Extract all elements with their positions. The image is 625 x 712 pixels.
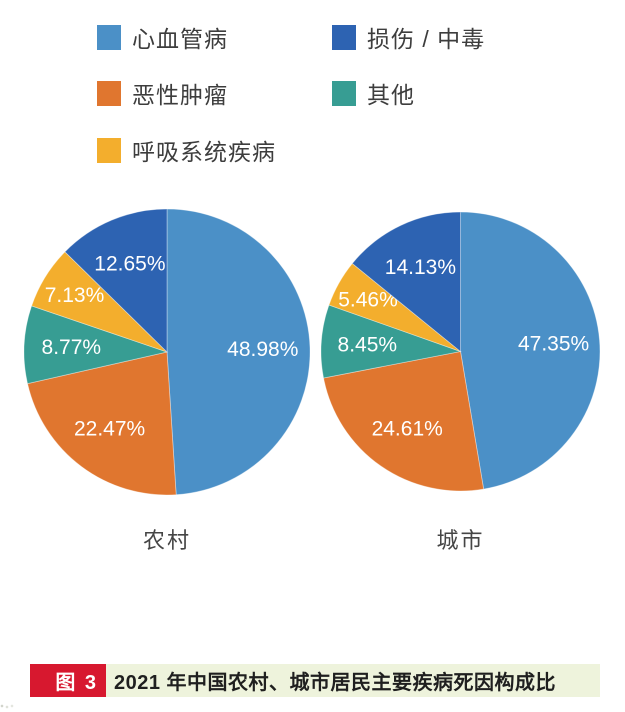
pie-slice-损伤 / 中毒 xyxy=(64,209,168,353)
pie-slice-label: 14.13% xyxy=(385,256,456,279)
pie-slice-label: 8.45% xyxy=(338,334,398,357)
legend-label: 损伤 / 中毒 xyxy=(367,26,486,52)
pie-slice-label: 24.61% xyxy=(372,417,443,440)
pie-slice-其他 xyxy=(321,304,463,379)
pie-slice-label: 5.46% xyxy=(338,289,398,312)
pie-slice-恶性肿瘤 xyxy=(27,351,177,495)
pie-slice-label: 47.35% xyxy=(518,333,589,356)
scan-artifact xyxy=(0,701,16,710)
legend-swatch-cardiovascular xyxy=(97,24,121,50)
pie-slice-呼吸系统疾病 xyxy=(328,262,461,352)
legend-swatch-injury-poisoning xyxy=(332,24,356,50)
figure-number-badge: 图 3 xyxy=(30,664,106,697)
pie-slice-label: 7.13% xyxy=(45,284,105,307)
legend-item-other: 其他 xyxy=(332,76,415,110)
pie-slice-其他 xyxy=(24,305,169,385)
pie-slice-label: 8.77% xyxy=(42,336,102,359)
legend-item-malignant-tumor: 恶性肿瘤 xyxy=(97,76,228,110)
pie-chart-rural: 48.98% 22.47% 8.77% 7.13% 12.65% xyxy=(24,209,310,495)
pie-slice-恶性肿瘤 xyxy=(323,351,485,491)
pie-slice-label: 48.98% xyxy=(227,338,298,361)
pie-chart-urban: 47.35% 24.61% 8.45% 5.46% 14.13% xyxy=(321,212,600,491)
legend-label: 恶性肿瘤 xyxy=(132,82,228,108)
pie-slice-心血管病 xyxy=(166,209,310,495)
pie-slice-呼吸系统疾病 xyxy=(31,251,168,353)
pie-title-urban: 城市 xyxy=(436,528,485,553)
legend-item-respiratory: 呼吸系统疾病 xyxy=(97,133,276,167)
pie-slice-损伤 / 中毒 xyxy=(351,212,461,353)
legend-item-injury-poisoning: 损伤 / 中毒 xyxy=(332,20,485,54)
legend-label: 其他 xyxy=(367,82,415,108)
legend-label: 呼吸系统疾病 xyxy=(132,139,276,165)
figure-caption-text: 2021 年中国农村、城市居民主要疾病死因构成比 xyxy=(106,664,600,697)
pie-slice-label: 22.47% xyxy=(74,418,145,441)
pie-slice-心血管病 xyxy=(460,212,600,490)
legend-label: 心血管病 xyxy=(132,26,228,52)
legend-swatch-malignant-tumor xyxy=(97,80,121,106)
pie-title-rural: 农村 xyxy=(142,528,191,553)
legend-item-cardiovascular: 心血管病 xyxy=(97,20,228,54)
figure-caption: 图 3 2021 年中国农村、城市居民主要疾病死因构成比 xyxy=(30,664,600,697)
pie-slice-label: 12.65% xyxy=(94,253,165,276)
legend-swatch-other xyxy=(332,80,356,106)
legend-swatch-respiratory xyxy=(97,137,121,163)
